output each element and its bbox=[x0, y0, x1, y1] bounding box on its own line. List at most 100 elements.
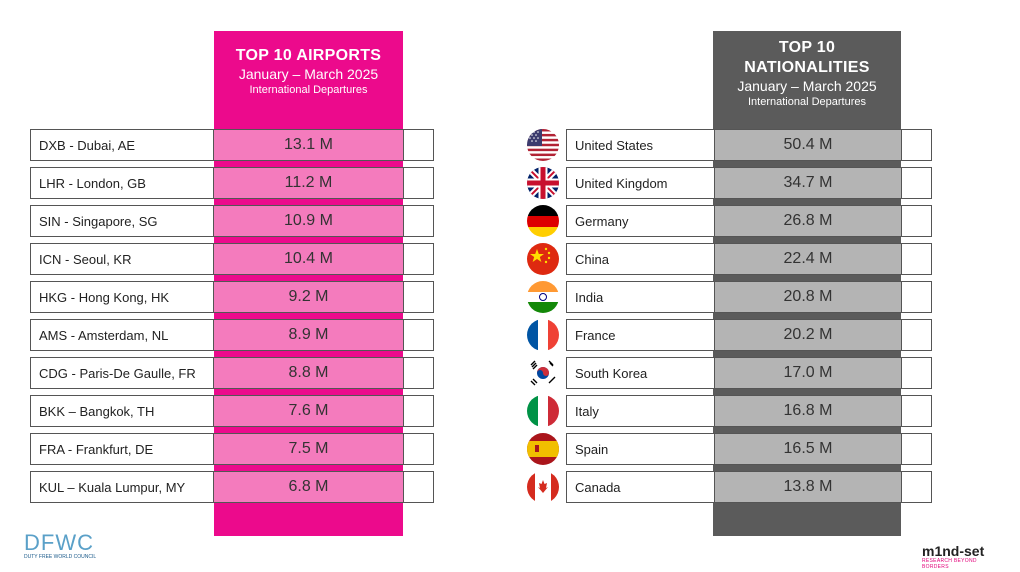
airport-row-end bbox=[404, 243, 434, 275]
airports-period: January – March 2025 bbox=[238, 66, 379, 82]
mindset-logo-text: m1nd-set bbox=[922, 543, 985, 559]
airport-row-end bbox=[404, 357, 434, 389]
airport-name: CDG - Paris-De Gaulle, FR bbox=[30, 357, 214, 389]
airport-row-end bbox=[404, 471, 434, 503]
canada-flag-icon bbox=[527, 471, 559, 503]
airport-value: 9.2 M bbox=[214, 281, 404, 313]
nationality-name: Germany bbox=[566, 205, 715, 237]
airport-name: BKK – Bangkok, TH bbox=[30, 395, 214, 427]
nationality-value: 16.8 M bbox=[715, 395, 902, 427]
airport-name: HKG - Hong Kong, HK bbox=[30, 281, 214, 313]
airport-row: LHR - London, GB 11.2 M bbox=[30, 167, 434, 199]
airport-row-end bbox=[404, 395, 434, 427]
nationality-name: Canada bbox=[566, 471, 715, 503]
airport-value: 6.8 M bbox=[214, 471, 404, 503]
airport-row: AMS - Amsterdam, NL 8.9 M bbox=[30, 319, 434, 351]
nationality-row: France 20.2 M bbox=[566, 319, 932, 351]
nationality-row-end bbox=[902, 281, 932, 313]
nationality-value: 50.4 M bbox=[715, 129, 902, 161]
nationalities-title-line2: NATIONALITIES bbox=[744, 59, 870, 76]
nationality-value: 17.0 M bbox=[715, 357, 902, 389]
airport-value: 10.9 M bbox=[214, 205, 404, 237]
airport-row-end bbox=[404, 319, 434, 351]
nationality-row: Italy 16.8 M bbox=[566, 395, 932, 427]
nationality-value: 26.8 M bbox=[715, 205, 902, 237]
us-flag-icon bbox=[527, 129, 559, 161]
nationality-row: Spain 16.5 M bbox=[566, 433, 932, 465]
mindset-logo: m1nd-set RESEARCH BEYOND BORDERS bbox=[922, 543, 1002, 570]
nationality-name: United States bbox=[566, 129, 715, 161]
italy-flag-icon bbox=[527, 395, 559, 427]
airports-subtitle: International Departures bbox=[249, 84, 368, 96]
airport-row-end bbox=[404, 205, 434, 237]
dfwc-logo: DFWC DUTY FREE WORLD COUNCIL bbox=[24, 532, 104, 566]
airport-row-end bbox=[404, 281, 434, 313]
airport-row: CDG - Paris-De Gaulle, FR 8.8 M bbox=[30, 357, 434, 389]
nationality-row-end bbox=[902, 319, 932, 351]
airport-name: KUL – Kuala Lumpur, MY bbox=[30, 471, 214, 503]
airport-row-end bbox=[404, 433, 434, 465]
airport-name: LHR - London, GB bbox=[30, 167, 214, 199]
dfwc-logo-text: DFWC bbox=[24, 530, 94, 555]
airport-value: 11.2 M bbox=[214, 167, 404, 199]
airport-row: DXB - Dubai, AE 13.1 M bbox=[30, 129, 434, 161]
nationalities-title-line1: TOP 10 bbox=[778, 39, 836, 56]
airport-value: 10.4 M bbox=[214, 243, 404, 275]
nationality-row: Germany 26.8 M bbox=[566, 205, 932, 237]
airport-row: FRA - Frankfurt, DE 7.5 M bbox=[30, 433, 434, 465]
airport-value: 8.8 M bbox=[214, 357, 404, 389]
airport-value: 7.6 M bbox=[214, 395, 404, 427]
nationality-row-end bbox=[902, 129, 932, 161]
nationality-row-end bbox=[902, 205, 932, 237]
airport-row: SIN - Singapore, SG 10.9 M bbox=[30, 205, 434, 237]
nationality-value: 22.4 M bbox=[715, 243, 902, 275]
airport-row-end bbox=[404, 167, 434, 199]
airports-title: TOP 10 AIRPORTS bbox=[235, 47, 382, 64]
nationality-row: South Korea 17.0 M bbox=[566, 357, 932, 389]
airport-value: 7.5 M bbox=[214, 433, 404, 465]
uk-flag-icon bbox=[527, 167, 559, 199]
nationality-row-end bbox=[902, 167, 932, 199]
airport-row: HKG - Hong Kong, HK 9.2 M bbox=[30, 281, 434, 313]
nationality-value: 34.7 M bbox=[715, 167, 902, 199]
nationality-row: Canada 13.8 M bbox=[566, 471, 932, 503]
dfwc-logo-caption: DUTY FREE WORLD COUNCIL bbox=[24, 554, 97, 560]
nationality-name: United Kingdom bbox=[566, 167, 715, 199]
nationality-name: Spain bbox=[566, 433, 715, 465]
airport-name: DXB - Dubai, AE bbox=[30, 129, 214, 161]
nationality-value: 16.5 M bbox=[715, 433, 902, 465]
france-flag-icon bbox=[527, 319, 559, 351]
india-flag-icon bbox=[527, 281, 559, 313]
nationality-row: United States 50.4 M bbox=[566, 129, 932, 161]
nationality-value: 13.8 M bbox=[715, 471, 902, 503]
airport-name: ICN - Seoul, KR bbox=[30, 243, 214, 275]
airports-header: TOP 10 AIRPORTS January – March 2025 Int… bbox=[214, 46, 403, 97]
nationality-name: China bbox=[566, 243, 715, 275]
airport-value: 13.1 M bbox=[214, 129, 404, 161]
nationality-value: 20.2 M bbox=[715, 319, 902, 351]
airport-row: KUL – Kuala Lumpur, MY 6.8 M bbox=[30, 471, 434, 503]
airport-name: SIN - Singapore, SG bbox=[30, 205, 214, 237]
nationalities-subtitle: International Departures bbox=[747, 96, 866, 108]
airport-row-end bbox=[404, 129, 434, 161]
nationality-row-end bbox=[902, 357, 932, 389]
nationality-row: China 22.4 M bbox=[566, 243, 932, 275]
nationality-value: 20.8 M bbox=[715, 281, 902, 313]
airport-row: ICN - Seoul, KR 10.4 M bbox=[30, 243, 434, 275]
airport-name: AMS - Amsterdam, NL bbox=[30, 319, 214, 351]
china-flag-icon bbox=[527, 243, 559, 275]
nationality-name: India bbox=[566, 281, 715, 313]
nationalities-header: TOP 10 NATIONALITIES January – March 202… bbox=[713, 38, 901, 109]
nationality-row: United Kingdom 34.7 M bbox=[566, 167, 932, 199]
nationality-row: India 20.8 M bbox=[566, 281, 932, 313]
airport-value: 8.9 M bbox=[214, 319, 404, 351]
nationality-row-end bbox=[902, 395, 932, 427]
airport-name: FRA - Frankfurt, DE bbox=[30, 433, 214, 465]
nationality-name: South Korea bbox=[566, 357, 715, 389]
nationality-row-end bbox=[902, 243, 932, 275]
germany-flag-icon bbox=[527, 205, 559, 237]
nationality-name: Italy bbox=[566, 395, 715, 427]
nationality-row-end bbox=[902, 433, 932, 465]
mindset-logo-tagline: RESEARCH BEYOND BORDERS bbox=[922, 558, 977, 570]
nationalities-period: January – March 2025 bbox=[737, 78, 877, 94]
